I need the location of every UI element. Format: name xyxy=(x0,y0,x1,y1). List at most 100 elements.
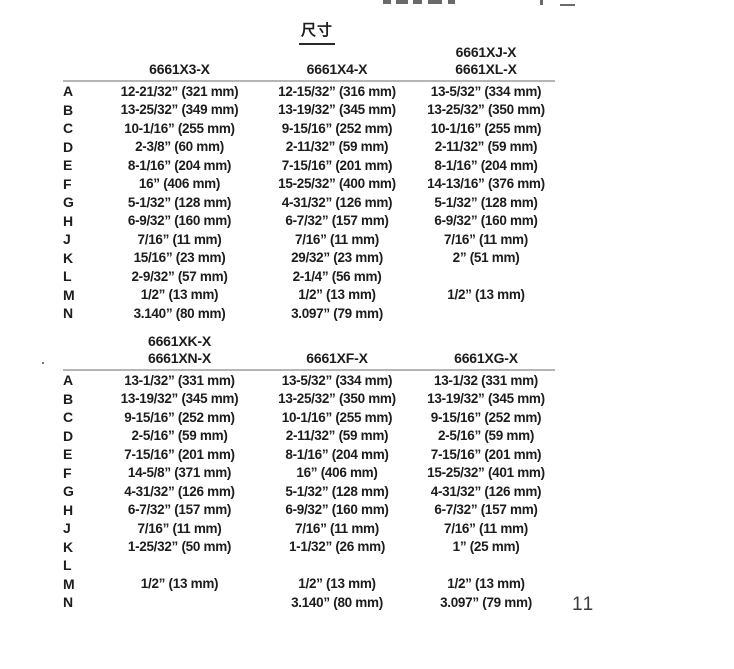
dimension-cell: 1-25/32” (50 mm) xyxy=(127,539,232,555)
table-row: E 8-1/16” (204 mm) 7-15/16” (201 mm) 8-1/16… xyxy=(63,156,563,175)
table-row: H 6-9/32” (160 mm) 6-7/32” (157 mm) 6-9/32”… xyxy=(63,212,563,231)
dimension-cell: 6-9/32” (160 mm) xyxy=(285,502,389,518)
dimension-cell: 6-9/32” (160 mm) xyxy=(434,213,538,229)
dimension-table-lower: 6661XK-X 6661XN-X 6661XF-X 6661XG-X A 13-… xyxy=(63,333,563,612)
dimension-cell: 13-25/32” (350 mm) xyxy=(278,391,396,407)
row-label: N xyxy=(63,305,73,322)
model-header: 6661X3-X xyxy=(97,61,262,78)
dimension-cell: 5-1/32” (128 mm) xyxy=(285,483,389,499)
model-header: 6661XK-X 6661XN-X xyxy=(97,333,262,367)
table-row: B 13-19/32” (345 mm) 13-25/32” (350 mm) 13-… xyxy=(63,390,563,409)
dimension-cell: 13-1/32 (331 mm) xyxy=(433,372,538,388)
table-row: F 16” (406 mm) 15-25/32” (400 mm) 14-13/16”… xyxy=(63,175,563,194)
row-label: F xyxy=(63,464,72,481)
table-row: H 6-7/32” (157 mm) 6-9/32” (160 mm) 6-7/32”… xyxy=(63,501,563,520)
dimension-cell: 14-13/16” (376 mm) xyxy=(427,176,545,192)
dimension-cell: 10-1/16” (255 mm) xyxy=(124,120,235,136)
dimension-cell: 15-25/32” (401 mm) xyxy=(427,465,545,481)
model-header-label: 6661XJ-X xyxy=(455,44,517,60)
row-label: F xyxy=(63,175,72,192)
table-row: F 14-5/8” (371 mm) 16” (406 mm) 15-25/32” (… xyxy=(63,464,563,483)
dimension-cell: 13-25/32” (349 mm) xyxy=(120,102,239,118)
dimension-table-upper: 6661X3-X 6661X4-X 6661XJ-X 6661XL-X A 12-… xyxy=(63,44,563,323)
table-row: N 3.140” (80 mm) 3.097” (79 mm) xyxy=(63,593,563,612)
dimension-cell: 6-9/32” (160 mm) xyxy=(127,213,232,229)
cut-off-text-fragment xyxy=(396,0,408,4)
model-header-label: 6661XF-X xyxy=(306,350,368,366)
dimension-cell: 6-7/32” (157 mm) xyxy=(127,502,232,518)
table-row: K 15/16” (23 mm) 29/32” (23 mm) 2” (51 mm) xyxy=(63,249,563,268)
table-row: J 7/16” (11 mm) 7/16” (11 mm) 7/16” (11 mm) xyxy=(63,519,563,538)
row-label: H xyxy=(63,501,73,518)
row-label: B xyxy=(63,101,73,118)
row-label: D xyxy=(63,427,73,444)
row-label: E xyxy=(63,446,73,463)
dimension-cell: 8-1/16” (204 mm) xyxy=(285,446,389,462)
model-header: 6661XJ-X 6661XL-X xyxy=(412,44,560,78)
dimension-cell: 4-31/32” (126 mm) xyxy=(281,194,393,210)
row-label: M xyxy=(63,286,75,303)
dimension-cell: 3.140” (80 mm) xyxy=(133,305,226,321)
dimension-cell: 1/2” (13 mm) xyxy=(298,287,376,303)
row-label: B xyxy=(63,390,73,407)
cut-off-text-fragment xyxy=(560,4,575,6)
dimension-cell: 7-15/16” (201 mm) xyxy=(430,446,542,462)
table-row: E 7-15/16” (201 mm) 8-1/16” (204 mm) 7-15/1… xyxy=(63,445,563,464)
table-row: L xyxy=(63,556,563,575)
dimension-cell: 1/2” (13 mm) xyxy=(447,287,525,303)
dimension-cell: 29/32” (23 mm) xyxy=(291,250,383,266)
row-label: G xyxy=(63,194,74,211)
dimension-cell: 8-1/16” (204 mm) xyxy=(434,157,538,173)
model-header-label: 6661XG-X xyxy=(454,350,518,366)
cut-off-text-fragment xyxy=(428,0,442,4)
cut-off-text-fragment xyxy=(540,0,543,5)
dimension-cell: 14-5/8” (371 mm) xyxy=(127,465,232,481)
table-row: C 9-15/16” (252 mm) 10-1/16” (255 mm) 9-15/… xyxy=(63,408,563,427)
dimension-cell: 12-15/32” (316 mm) xyxy=(278,83,396,99)
cut-off-text-fragment xyxy=(413,0,422,4)
dimension-cell: 3.097” (79 mm) xyxy=(440,594,532,610)
dimension-cell: 2-5/16” (59 mm) xyxy=(131,428,228,444)
dimension-cell: 3.097” (79 mm) xyxy=(291,305,383,321)
dimension-cell: 7/16” (11 mm) xyxy=(444,520,528,536)
model-header-label: 6661X3-X xyxy=(149,61,210,77)
model-header-label: 6661XK-X xyxy=(148,333,211,349)
table-row: G 4-31/32” (126 mm) 5-1/32” (128 mm) 4-31/3… xyxy=(63,482,563,501)
page-title: 尺寸 xyxy=(299,19,336,45)
dimension-cell: 2-9/32” (57 mm) xyxy=(131,268,228,284)
dimension-cell: 2-11/32” (59 mm) xyxy=(434,139,538,155)
dimension-cell: 13-19/32” (345 mm) xyxy=(427,391,545,407)
row-label: C xyxy=(63,120,73,137)
row-label: L xyxy=(63,557,72,574)
dimension-cell: 2-3/8” (60 mm) xyxy=(135,139,224,155)
table-row: G 5-1/32” (128 mm) 4-31/32” (126 mm) 5-1/32… xyxy=(63,193,563,212)
dimension-cell: 7/16” (11 mm) xyxy=(444,231,528,247)
scan-speck xyxy=(42,362,44,364)
model-header-label: 6661XL-X xyxy=(455,61,517,77)
dimension-cell: 1/2” (13 mm) xyxy=(140,576,219,592)
table-row: M 1/2” (13 mm) 1/2” (13 mm) 1/2” (13 mm) xyxy=(63,286,563,305)
dimension-cell: 8-1/16” (204 mm) xyxy=(127,157,232,173)
table-row: A 12-21/32” (321 mm) 12-15/32” (316 mm) 13-… xyxy=(63,82,563,101)
row-label: E xyxy=(63,157,73,174)
row-label: A xyxy=(63,372,73,389)
dimension-cell: 1/2” (13 mm) xyxy=(140,287,219,303)
row-label: N xyxy=(63,594,73,611)
dimension-cell: 1-1/32” (26 mm) xyxy=(288,539,386,555)
dimension-cell: 3.140” (80 mm) xyxy=(291,594,383,610)
dimension-cell: 16” (406 mm) xyxy=(296,465,378,481)
table-row: K 1-25/32” (50 mm) 1-1/32” (26 mm) 1” (25 m… xyxy=(63,538,563,557)
table-header-row: 6661XK-X 6661XN-X 6661XF-X 6661XG-X xyxy=(63,333,563,367)
table-row: A 13-1/32” (331 mm) 13-5/32” (334 mm) 13-1/… xyxy=(63,371,563,390)
dimension-cell: 10-1/16” (255 mm) xyxy=(430,120,542,136)
model-header-label: 6661X4-X xyxy=(306,61,368,77)
row-label: A xyxy=(63,83,73,100)
model-header: 6661X4-X xyxy=(262,61,412,78)
model-header: 6661XF-X xyxy=(262,350,412,367)
dimension-cell: 1/2” (13 mm) xyxy=(298,576,376,592)
table-body: A 12-21/32” (321 mm) 12-15/32” (316 mm) 13-… xyxy=(63,82,563,323)
dimension-cell: 2-1/4” (56 mm) xyxy=(292,268,382,284)
table-row: D 2-5/16” (59 mm) 2-11/32” (59 mm) 2-5/16” … xyxy=(63,427,563,446)
row-label: J xyxy=(63,520,71,537)
dimension-cell: 15/16” (23 mm) xyxy=(133,250,226,266)
